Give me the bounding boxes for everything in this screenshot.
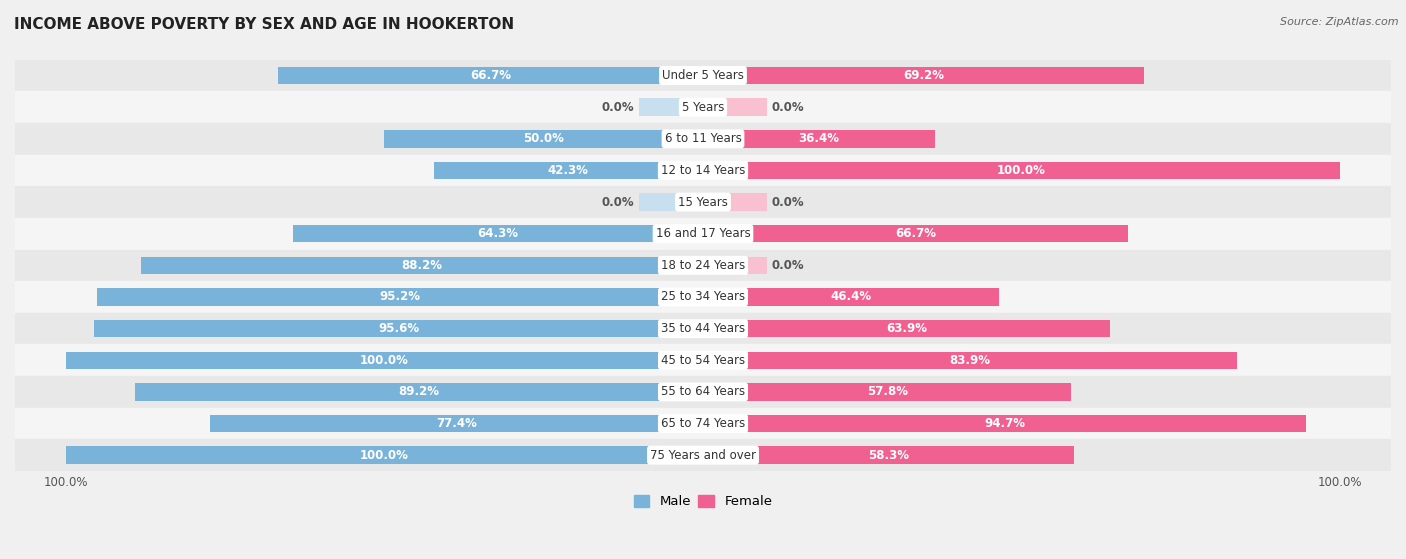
Bar bbox=[15, 408, 1391, 439]
Text: 94.7%: 94.7% bbox=[984, 417, 1025, 430]
Bar bbox=[15, 313, 1391, 344]
Text: 88.2%: 88.2% bbox=[402, 259, 443, 272]
Text: 6 to 11 Years: 6 to 11 Years bbox=[665, 132, 741, 145]
Text: 57.8%: 57.8% bbox=[866, 385, 908, 399]
Text: 0.0%: 0.0% bbox=[772, 259, 804, 272]
Bar bbox=[384, 130, 703, 148]
Bar bbox=[135, 383, 703, 401]
Text: 63.9%: 63.9% bbox=[886, 322, 927, 335]
Text: 69.2%: 69.2% bbox=[903, 69, 943, 82]
Bar bbox=[703, 225, 1128, 243]
Text: 75 Years and over: 75 Years and over bbox=[650, 449, 756, 462]
Text: 65 to 74 Years: 65 to 74 Years bbox=[661, 417, 745, 430]
Text: 83.9%: 83.9% bbox=[949, 354, 991, 367]
Bar bbox=[703, 447, 1074, 464]
Text: 16 and 17 Years: 16 and 17 Years bbox=[655, 227, 751, 240]
Bar bbox=[703, 98, 766, 116]
Bar bbox=[640, 193, 703, 211]
Text: 46.4%: 46.4% bbox=[830, 291, 872, 304]
Bar bbox=[94, 320, 703, 337]
Bar bbox=[141, 257, 703, 274]
Text: 64.3%: 64.3% bbox=[478, 227, 519, 240]
Legend: Male, Female: Male, Female bbox=[628, 490, 778, 514]
Text: 89.2%: 89.2% bbox=[398, 385, 440, 399]
Bar bbox=[15, 344, 1391, 376]
Text: 100.0%: 100.0% bbox=[997, 164, 1046, 177]
Text: 0.0%: 0.0% bbox=[602, 101, 634, 113]
Bar bbox=[15, 91, 1391, 123]
Text: 15 Years: 15 Years bbox=[678, 196, 728, 209]
Bar bbox=[15, 439, 1391, 471]
Bar bbox=[97, 288, 703, 306]
Bar bbox=[15, 281, 1391, 313]
Text: 35 to 44 Years: 35 to 44 Years bbox=[661, 322, 745, 335]
Text: 45 to 54 Years: 45 to 54 Years bbox=[661, 354, 745, 367]
Bar bbox=[703, 352, 1237, 369]
Text: 50.0%: 50.0% bbox=[523, 132, 564, 145]
Text: 95.6%: 95.6% bbox=[378, 322, 419, 335]
Bar bbox=[433, 162, 703, 179]
Text: 42.3%: 42.3% bbox=[548, 164, 589, 177]
Bar bbox=[703, 415, 1306, 432]
Text: Source: ZipAtlas.com: Source: ZipAtlas.com bbox=[1281, 17, 1399, 27]
Text: 100.0%: 100.0% bbox=[360, 354, 409, 367]
Text: 36.4%: 36.4% bbox=[799, 132, 839, 145]
Bar bbox=[640, 98, 703, 116]
Bar bbox=[703, 162, 1340, 179]
Bar bbox=[15, 218, 1391, 249]
Text: 12 to 14 Years: 12 to 14 Years bbox=[661, 164, 745, 177]
Bar bbox=[66, 447, 703, 464]
Bar bbox=[703, 67, 1144, 84]
Bar bbox=[209, 415, 703, 432]
Bar bbox=[15, 123, 1391, 155]
Bar bbox=[703, 383, 1071, 401]
Text: 66.7%: 66.7% bbox=[896, 227, 936, 240]
Text: INCOME ABOVE POVERTY BY SEX AND AGE IN HOOKERTON: INCOME ABOVE POVERTY BY SEX AND AGE IN H… bbox=[14, 17, 515, 32]
Bar bbox=[15, 186, 1391, 218]
Bar bbox=[15, 376, 1391, 408]
Bar bbox=[703, 288, 998, 306]
Bar bbox=[278, 67, 703, 84]
Bar bbox=[15, 60, 1391, 91]
Text: 55 to 64 Years: 55 to 64 Years bbox=[661, 385, 745, 399]
Bar bbox=[15, 249, 1391, 281]
Bar bbox=[294, 225, 703, 243]
Text: 77.4%: 77.4% bbox=[436, 417, 477, 430]
Text: 0.0%: 0.0% bbox=[772, 101, 804, 113]
Text: 5 Years: 5 Years bbox=[682, 101, 724, 113]
Text: 58.3%: 58.3% bbox=[868, 449, 910, 462]
Bar bbox=[703, 130, 935, 148]
Text: 100.0%: 100.0% bbox=[360, 449, 409, 462]
Bar bbox=[703, 193, 766, 211]
Text: 0.0%: 0.0% bbox=[602, 196, 634, 209]
Bar bbox=[66, 352, 703, 369]
Bar bbox=[15, 155, 1391, 186]
Text: 0.0%: 0.0% bbox=[772, 196, 804, 209]
Text: Under 5 Years: Under 5 Years bbox=[662, 69, 744, 82]
Text: 25 to 34 Years: 25 to 34 Years bbox=[661, 291, 745, 304]
Text: 18 to 24 Years: 18 to 24 Years bbox=[661, 259, 745, 272]
Bar bbox=[703, 320, 1111, 337]
Text: 95.2%: 95.2% bbox=[380, 291, 420, 304]
Text: 66.7%: 66.7% bbox=[470, 69, 510, 82]
Bar bbox=[703, 257, 766, 274]
